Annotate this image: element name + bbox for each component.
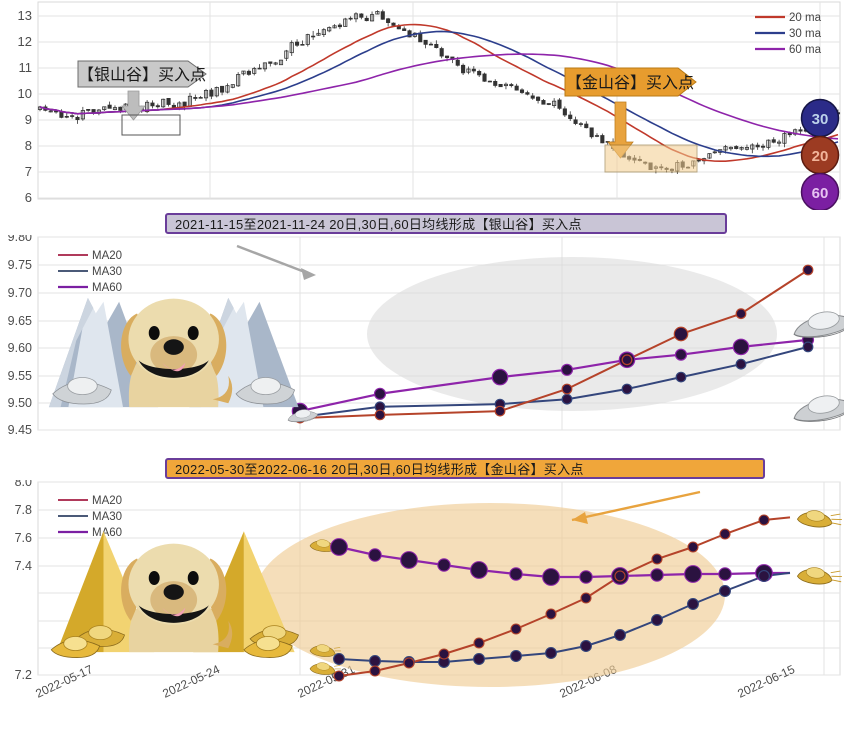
svg-text:13: 13 [18, 8, 32, 23]
svg-text:6: 6 [25, 190, 32, 205]
svg-text:7.6: 7.6 [15, 531, 32, 545]
svg-text:2022-05-24: 2022-05-24 [160, 662, 222, 701]
svg-text:7.8: 7.8 [15, 503, 32, 517]
svg-text:9: 9 [25, 112, 32, 127]
svg-text:MA20: MA20 [92, 250, 122, 262]
svg-text:60: 60 [812, 185, 829, 202]
svg-text:7.2: 7.2 [15, 668, 32, 682]
svg-text:9.80: 9.80 [8, 235, 32, 244]
svg-text:MA30: MA30 [92, 266, 122, 278]
svg-text:9.65: 9.65 [8, 314, 32, 328]
svg-text:【金山谷】买入点: 【金山谷】买入点 [566, 74, 694, 92]
svg-text:【银山谷】买入点: 【银山谷】买入点 [78, 66, 206, 84]
svg-text:MA60: MA60 [92, 282, 122, 294]
svg-text:9.50: 9.50 [8, 396, 32, 410]
svg-text:9.45: 9.45 [8, 423, 32, 437]
svg-text:30: 30 [812, 111, 829, 128]
svg-text:MA30: MA30 [92, 511, 122, 523]
svg-text:60 ma: 60 ma [789, 44, 822, 56]
svg-text:8: 8 [25, 138, 32, 153]
svg-text:10: 10 [18, 86, 32, 101]
svg-text:7.4: 7.4 [15, 559, 32, 573]
svg-text:9.70: 9.70 [8, 286, 32, 300]
svg-text:MA20: MA20 [92, 495, 122, 507]
svg-text:2022-05-17: 2022-05-17 [33, 662, 95, 701]
svg-text:9.60: 9.60 [8, 341, 32, 355]
svg-text:11: 11 [19, 60, 33, 75]
svg-text:12: 12 [18, 34, 32, 49]
svg-text:8.0: 8.0 [15, 480, 32, 489]
svg-text:7: 7 [25, 164, 32, 179]
svg-text:MA60: MA60 [92, 527, 122, 539]
svg-text:9.75: 9.75 [8, 258, 32, 272]
svg-text:2022-06-15: 2022-06-15 [735, 662, 797, 701]
svg-text:9.55: 9.55 [8, 369, 32, 383]
svg-text:30 ma: 30 ma [789, 28, 822, 40]
svg-text:20: 20 [812, 148, 829, 165]
svg-text:20 ma: 20 ma [789, 12, 822, 24]
